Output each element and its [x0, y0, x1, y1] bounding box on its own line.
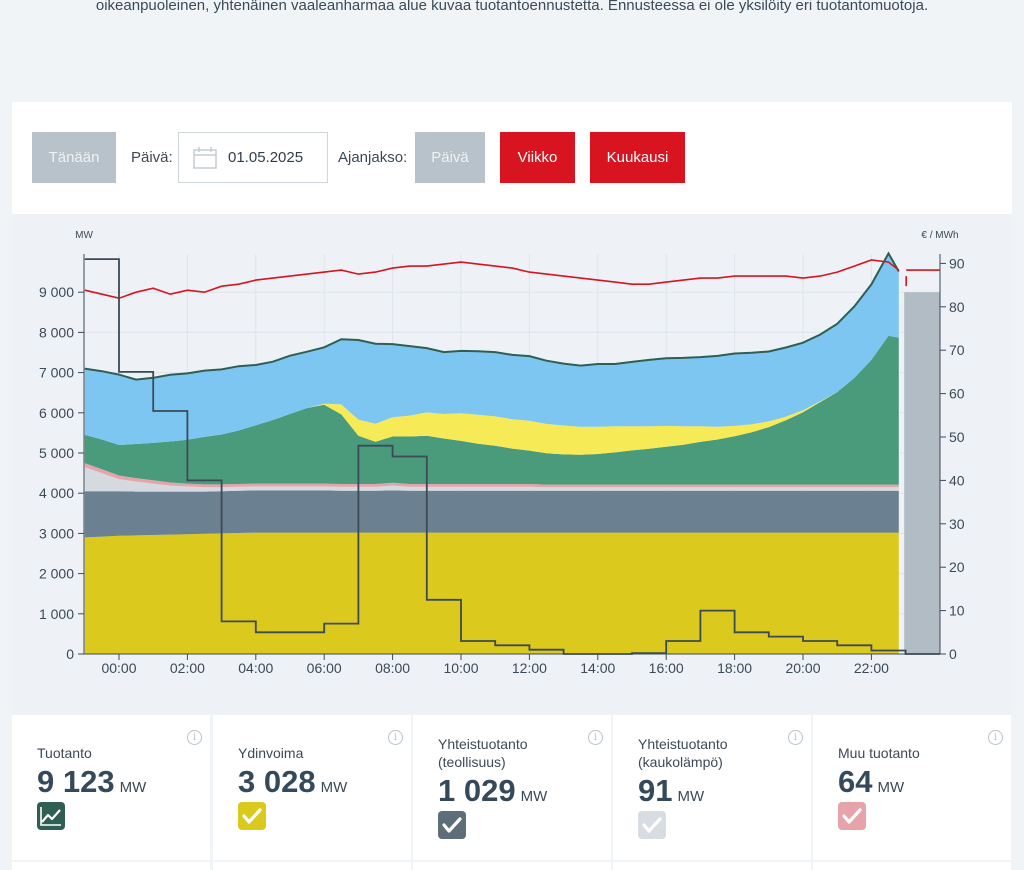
- right-tick-label: 90: [949, 255, 965, 271]
- card-bottom-strip: [813, 862, 1011, 870]
- chart-line-icon[interactable]: [37, 802, 65, 830]
- info-icon[interactable]: i: [388, 730, 403, 745]
- right-unit-label: € / MWh: [921, 230, 958, 241]
- left-tick-label: 5 000: [39, 445, 74, 461]
- card-unit: MW: [119, 779, 147, 796]
- x-tick-label: 12:00: [512, 660, 547, 676]
- left-tick-label: 8 000: [39, 324, 74, 340]
- check-icon[interactable]: [438, 811, 466, 839]
- x-tick-label: 06:00: [307, 660, 342, 676]
- x-tick-label: 20:00: [785, 660, 820, 676]
- card-value-number: 1 029: [438, 773, 516, 808]
- right-tick-label: 20: [949, 559, 965, 575]
- x-tick-label: 04:00: [238, 660, 273, 676]
- card-value-number: 3 028: [238, 764, 316, 799]
- left-tick-label: 1 000: [39, 606, 74, 622]
- date-picker[interactable]: 01.05.2025: [178, 132, 328, 183]
- card-value: 3 028 MW: [238, 764, 347, 800]
- stat-card[interactable]: Yhteistuotanto (teollisuus) 1 029 MW i: [413, 715, 611, 860]
- x-tick-label: 10:00: [443, 660, 478, 676]
- card-value-number: 91: [638, 773, 673, 808]
- calendar-icon: [193, 147, 217, 169]
- x-tick-label: 00:00: [101, 660, 136, 676]
- card-title: Yhteistuotanto (teollisuus): [438, 736, 528, 770]
- card-title: Tuotanto: [37, 745, 92, 761]
- consumption-line: [84, 259, 900, 300]
- stat-card[interactable]: Muu tuotanto 64 MW i: [813, 715, 1011, 860]
- area-nuclear: [84, 532, 899, 654]
- right-tick-label: 30: [949, 516, 965, 532]
- area-chp-district: [84, 467, 899, 492]
- stat-card[interactable]: Ydinvoima 3 028 MW i: [213, 715, 411, 860]
- area-other: [84, 463, 899, 488]
- right-tick-label: 10: [949, 603, 965, 619]
- production-chart[interactable]: 0 1 000 2 000 3 000 4 000 5 000 6 000 7 000 8 00…: [12, 214, 1012, 714]
- card-title: Muu tuotanto: [838, 745, 920, 761]
- card-value: 64 MW: [838, 764, 904, 800]
- intro-text: oikeanpuoleinen, yhtenäinen vaaleanharma…: [95, 0, 929, 14]
- card-value-number: 64: [838, 764, 873, 799]
- card-unit: MW: [877, 779, 905, 796]
- left-tick-label: 3 000: [39, 525, 74, 541]
- card-title: Ydinvoima: [238, 745, 304, 761]
- left-unit-label: MW: [75, 230, 93, 241]
- card-bottom-strip: [213, 862, 411, 870]
- price-line: [84, 258, 940, 655]
- forecast-area: [904, 292, 940, 654]
- today-button[interactable]: Tänään: [32, 132, 116, 183]
- left-tick-label: 2 000: [39, 566, 74, 582]
- card-bottom-strip: [413, 862, 611, 870]
- card-unit: MW: [520, 788, 548, 805]
- left-tick-label: 0: [66, 646, 74, 662]
- right-tick-label: 40: [949, 472, 965, 488]
- check-icon[interactable]: [638, 811, 666, 839]
- right-tick-label: 60: [949, 386, 965, 402]
- card-value: 1 029 MW: [438, 773, 547, 809]
- left-tick-label: 6 000: [39, 405, 74, 421]
- x-tick-label: 02:00: [170, 660, 205, 676]
- stat-card[interactable]: Yhteistuotanto (kaukolämpö) 91 MW i: [613, 715, 811, 860]
- info-icon[interactable]: i: [187, 730, 202, 745]
- card-bottom-strip: [613, 862, 811, 870]
- x-tick-label: 18:00: [717, 660, 752, 676]
- stat-card[interactable]: Tuotanto 9 123 MW i: [12, 715, 210, 860]
- info-icon[interactable]: i: [788, 730, 803, 745]
- date-value: 01.05.2025: [228, 149, 304, 166]
- date-label: Päivä:: [131, 149, 173, 166]
- x-tick-label: 08:00: [375, 660, 410, 676]
- period-month-button[interactable]: Kuukausi: [590, 132, 685, 183]
- right-tick-label: 50: [949, 429, 965, 445]
- total-production-line: [84, 251, 900, 381]
- period-week-button[interactable]: Viikko: [500, 132, 575, 183]
- card-value-number: 9 123: [37, 764, 115, 799]
- right-tick-label: 0: [949, 646, 957, 662]
- card-unit: MW: [320, 779, 348, 796]
- x-tick-label: 14:00: [580, 660, 615, 676]
- toolbar: Tänään Päivä: 01.05.2025 Ajanjakso: Päiv…: [12, 102, 1012, 214]
- info-icon[interactable]: i: [988, 730, 1003, 745]
- x-tick-label: 16:00: [649, 660, 684, 676]
- left-tick-label: 4 000: [39, 485, 74, 501]
- card-value: 9 123 MW: [37, 764, 146, 800]
- area-wind: [84, 335, 899, 485]
- right-tick-label: 80: [949, 299, 965, 315]
- consumption-forecast-line: [905, 269, 940, 287]
- area-solar: [84, 335, 899, 455]
- card-value: 91 MW: [638, 773, 704, 809]
- period-day-button[interactable]: Päivä: [415, 132, 485, 183]
- card-unit: MW: [677, 788, 705, 805]
- right-tick-label: 70: [949, 342, 965, 358]
- period-label: Ajanjakso:: [338, 149, 408, 166]
- left-tick-label: 9 000: [39, 284, 74, 300]
- area-chp-industry: [84, 490, 899, 538]
- left-tick-label: 7 000: [39, 365, 74, 381]
- card-bottom-strip: [12, 862, 210, 870]
- info-icon[interactable]: i: [588, 730, 603, 745]
- card-title: Yhteistuotanto (kaukolämpö): [638, 736, 728, 770]
- area-hydro: [84, 253, 899, 445]
- x-tick-label: 22:00: [854, 660, 889, 676]
- check-icon[interactable]: [838, 802, 866, 830]
- check-icon[interactable]: [238, 802, 266, 830]
- chart-svg: 0 1 000 2 000 3 000 4 000 5 000 6 000 7 000 8 00…: [39, 230, 965, 676]
